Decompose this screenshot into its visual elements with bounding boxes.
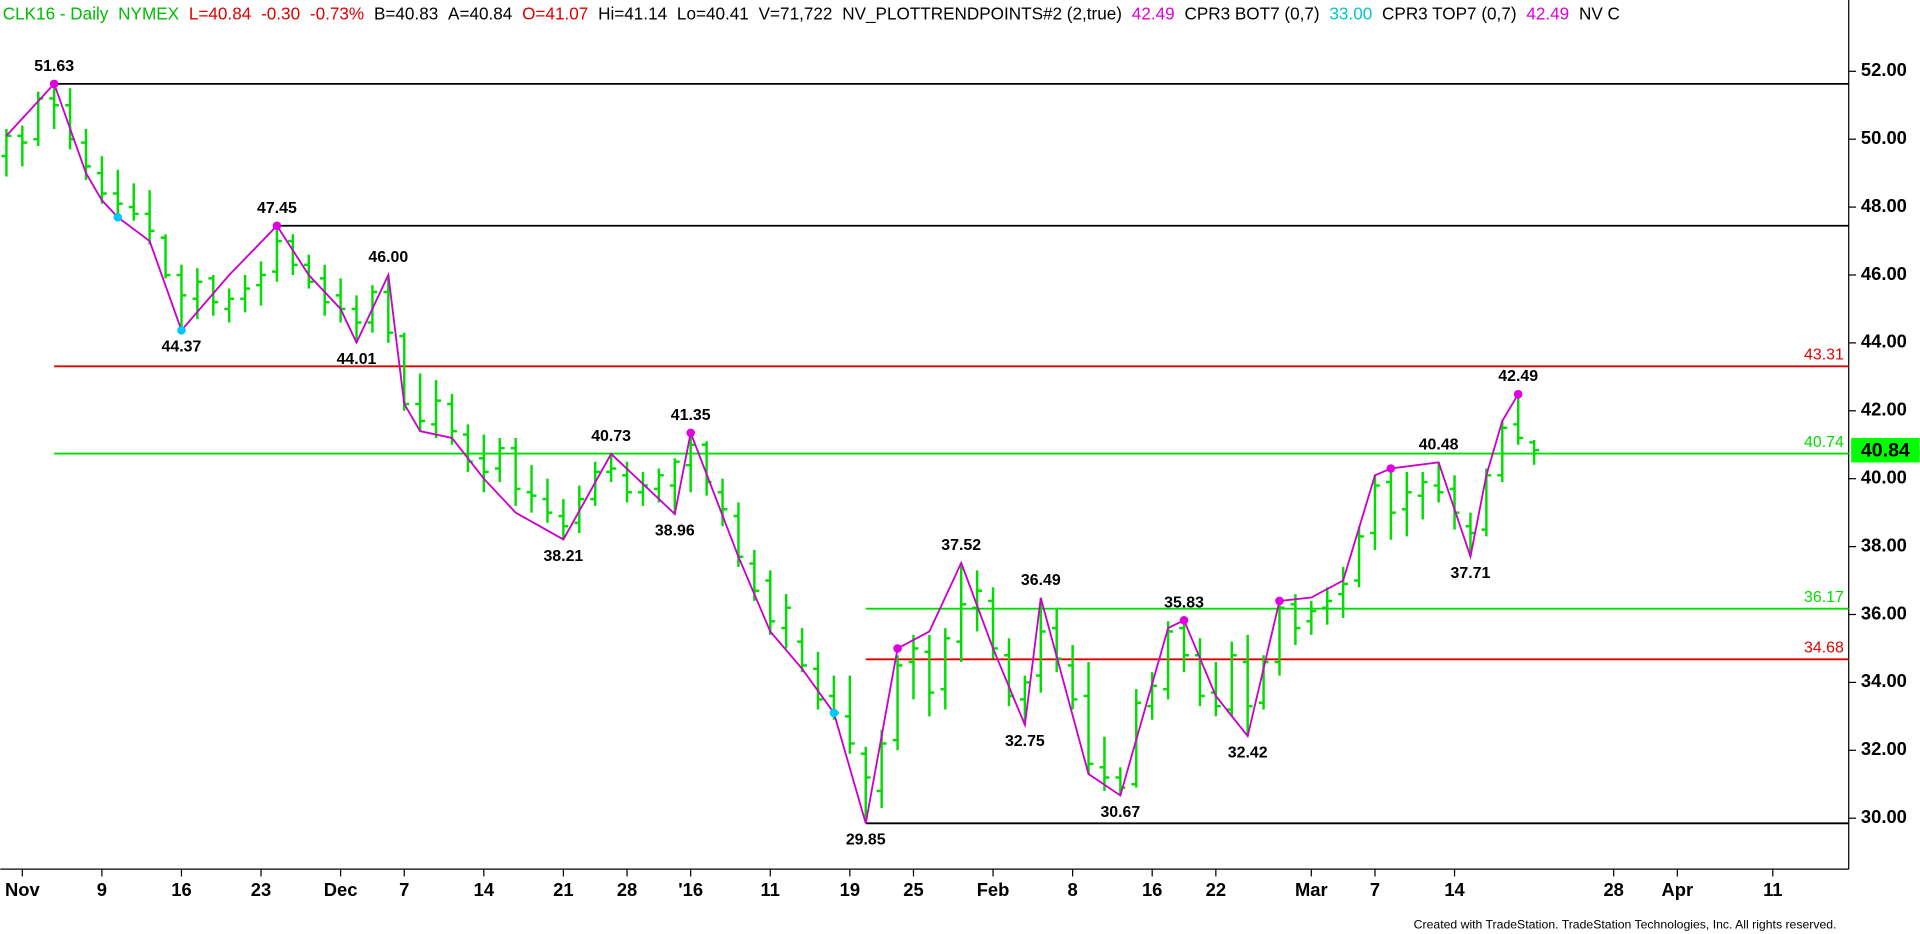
trend-label: 38.96 bbox=[655, 522, 695, 539]
trend-point bbox=[49, 79, 59, 89]
header-item: A=40.84 bbox=[448, 3, 513, 23]
x-tick-label: 8 bbox=[1068, 879, 1078, 900]
y-tick-label: 50.00 bbox=[1861, 127, 1907, 148]
y-tick-label: 52.00 bbox=[1861, 59, 1907, 80]
y-tick-label: 40.00 bbox=[1861, 467, 1907, 488]
header-item: 42.49 bbox=[1526, 3, 1569, 23]
trend-label: 32.75 bbox=[1005, 733, 1045, 750]
trend-label: 47.45 bbox=[257, 200, 297, 217]
x-tick-label: 11 bbox=[1763, 879, 1782, 900]
x-tick-label: 11 bbox=[761, 879, 780, 900]
header-item: L=40.84 bbox=[189, 3, 252, 23]
header-item: 42.49 bbox=[1132, 3, 1175, 23]
trend-label: 44.37 bbox=[162, 339, 202, 356]
trend-label: 37.52 bbox=[941, 537, 981, 554]
x-tick-label: 28 bbox=[617, 879, 637, 900]
y-tick-label: 38.00 bbox=[1861, 534, 1907, 555]
last-price-label: 40.84 bbox=[1861, 440, 1910, 462]
x-tick-label: 25 bbox=[903, 879, 923, 900]
header-item: NYMEX bbox=[118, 3, 179, 23]
trend-label: 29.85 bbox=[846, 832, 886, 849]
x-tick-label: 9 bbox=[97, 879, 107, 900]
trend-label: 38.21 bbox=[543, 548, 583, 565]
y-tick-label: 48.00 bbox=[1861, 195, 1907, 216]
y-tick-label: 44.00 bbox=[1861, 331, 1907, 352]
x-tick-label: 16 bbox=[1142, 879, 1162, 900]
header-item: -0.30 bbox=[261, 3, 300, 23]
last-price-box bbox=[1851, 437, 1920, 463]
trend-label: 37.71 bbox=[1451, 565, 1491, 582]
trend-label: 40.48 bbox=[1419, 436, 1459, 453]
trend-point bbox=[272, 221, 282, 231]
x-tick-label: 28 bbox=[1603, 879, 1623, 900]
y-tick-label: 46.00 bbox=[1861, 263, 1907, 284]
x-tick-label: Dec bbox=[324, 879, 358, 900]
level-label: 43.31 bbox=[1804, 347, 1844, 364]
y-tick-label: 36.00 bbox=[1861, 602, 1907, 623]
x-tick-label: Apr bbox=[1662, 879, 1694, 900]
header: CLK16 - Daily NYMEX L=40.84 -0.30 -0.73% B=40… bbox=[3, 3, 1620, 23]
trend-point bbox=[113, 212, 123, 222]
level-label: 36.17 bbox=[1804, 589, 1844, 606]
header-item: -0.73% bbox=[310, 3, 364, 23]
trend-label: 30.67 bbox=[1100, 804, 1140, 821]
header-item: NV C bbox=[1579, 3, 1620, 23]
header-item: CPR3 TOP7 (0,7) bbox=[1382, 3, 1517, 23]
header-item: 33.00 bbox=[1329, 3, 1372, 23]
x-tick-label: 22 bbox=[1206, 879, 1226, 900]
header-item: Hi=41.14 bbox=[598, 3, 668, 23]
header-item: Lo=40.41 bbox=[677, 3, 749, 23]
trend-point bbox=[1386, 464, 1396, 473]
trend-point bbox=[829, 708, 839, 718]
trend-label: 35.83 bbox=[1164, 594, 1204, 611]
level-label: 40.74 bbox=[1804, 434, 1844, 451]
level-label: 34.68 bbox=[1804, 639, 1844, 656]
x-tick-label: 7 bbox=[1370, 879, 1380, 900]
x-tick-label: 19 bbox=[840, 879, 860, 900]
y-tick-label: 42.00 bbox=[1861, 399, 1907, 420]
header-item: V=71,722 bbox=[759, 3, 833, 23]
header-item: O=41.07 bbox=[522, 3, 588, 23]
header-item: CPR3 BOT7 (0,7) bbox=[1184, 3, 1319, 23]
trend-label: 32.42 bbox=[1228, 744, 1268, 761]
trend-point bbox=[1179, 615, 1189, 625]
trend-label: 51.63 bbox=[34, 58, 74, 75]
header-item: NV_PLOTTRENDPOINTS#2 (2,true) bbox=[842, 3, 1122, 23]
footer: Created with TradeStation. TradeStation … bbox=[1414, 918, 1837, 932]
header-item: CLK16 - Daily bbox=[3, 3, 109, 23]
x-tick-label: Feb bbox=[977, 879, 1010, 900]
trend-point bbox=[686, 428, 695, 438]
trend-label: 46.00 bbox=[368, 249, 408, 266]
trend-label: 40.73 bbox=[591, 428, 631, 445]
x-tick-label: 16 bbox=[171, 879, 191, 900]
trend-label: 44.01 bbox=[337, 351, 377, 368]
trend-label: 36.49 bbox=[1021, 572, 1061, 589]
x-tick-label: 21 bbox=[553, 879, 573, 900]
y-tick-label: 30.00 bbox=[1861, 806, 1907, 827]
header-item: B=40.83 bbox=[374, 3, 438, 23]
x-tick-label: Mar bbox=[1295, 879, 1328, 900]
trend-point bbox=[893, 644, 902, 653]
x-tick-label: 14 bbox=[474, 879, 495, 900]
trend-point bbox=[1513, 389, 1523, 399]
x-tick-label: Nov bbox=[5, 879, 40, 900]
trend-label: 42.49 bbox=[1498, 368, 1538, 385]
x-tick-label: '16 bbox=[678, 879, 703, 900]
y-tick-label: 34.00 bbox=[1861, 670, 1907, 691]
trend-point bbox=[1275, 596, 1284, 606]
x-tick-label: 14 bbox=[1444, 879, 1465, 900]
y-tick-label: 32.00 bbox=[1861, 738, 1907, 759]
x-tick-label: 7 bbox=[399, 879, 409, 900]
x-tick-label: 23 bbox=[251, 879, 271, 900]
trend-label: 41.35 bbox=[671, 407, 711, 424]
trend-point bbox=[177, 326, 186, 335]
